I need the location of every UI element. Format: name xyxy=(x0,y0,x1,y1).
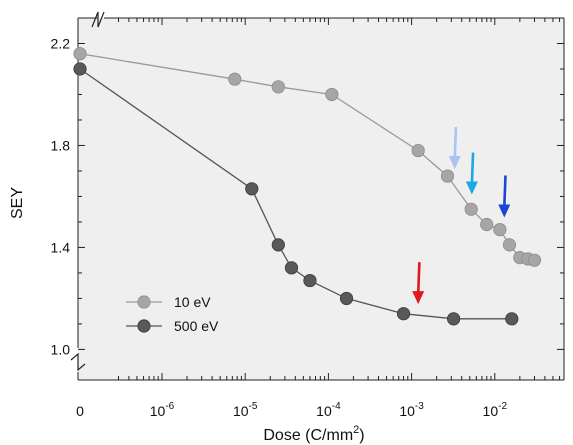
y-tick-label: 1.8 xyxy=(51,137,71,153)
x-ticks: 0 10-6 10-5 10-4 10-3 10-2 xyxy=(76,18,561,419)
x-tick-label: 0 xyxy=(76,403,84,419)
x-axis-title: Dose (C/mm2) xyxy=(263,424,364,444)
legend-marker xyxy=(137,319,151,333)
series-10ev-point xyxy=(271,80,285,94)
x-tick-label: 10-3 xyxy=(399,401,424,419)
x-axis-title-superscript: 2 xyxy=(353,424,359,436)
series-500ev-point xyxy=(505,312,519,326)
cyan-arrow-shaft xyxy=(470,152,475,185)
blue-arrow-shaft xyxy=(502,175,507,208)
blue-arrow xyxy=(498,175,511,218)
blue-arrow-head xyxy=(498,204,511,218)
red-arrow xyxy=(412,262,425,305)
legend-label: 10 eV xyxy=(174,294,211,310)
series-10ev-point xyxy=(527,253,542,267)
y-tick-label: 1.0 xyxy=(51,341,71,357)
y-ticks: 1.0 1.4 1.8 2.2 xyxy=(51,35,564,357)
x-tick-label: 10-6 xyxy=(150,401,175,419)
series-10ev-point xyxy=(325,87,339,102)
series-10ev-point xyxy=(73,47,87,61)
series-10ev-point xyxy=(228,72,242,86)
series-10ev-point xyxy=(502,238,517,252)
legend: 10 eV 500 eV xyxy=(126,294,219,334)
light-blue-arrow xyxy=(448,127,461,170)
series-500ev-point xyxy=(271,238,285,252)
x-tick-label: 10-5 xyxy=(233,401,258,419)
light-blue-arrow-head xyxy=(448,156,461,170)
light-blue-arrow-shaft xyxy=(453,127,458,160)
series-500ev-point xyxy=(447,312,461,326)
series-500ev-point xyxy=(284,261,299,275)
series-500ev-point xyxy=(396,307,411,321)
y-axis-title: SEY xyxy=(9,187,26,219)
annotation-arrows xyxy=(412,127,511,305)
series-10ev-point xyxy=(411,143,425,158)
legend-label: 500 eV xyxy=(174,318,219,334)
y-axis-break-mark-bottom xyxy=(70,352,86,372)
series-500ev-point xyxy=(339,291,354,306)
red-arrow-head xyxy=(412,291,425,305)
cyan-arrow xyxy=(465,152,478,195)
y-tick-label: 1.4 xyxy=(51,239,71,255)
series-points xyxy=(73,47,542,326)
cyan-arrow-head xyxy=(465,181,478,195)
series-10ev-point xyxy=(440,169,455,183)
red-arrow-shaft xyxy=(416,262,421,295)
x-tick-label: 10-4 xyxy=(316,401,341,419)
x-tick-label: 10-2 xyxy=(483,401,508,419)
legend-marker xyxy=(137,295,151,309)
series-500ev-point xyxy=(245,182,259,196)
series-10ev-point xyxy=(493,222,507,237)
plot-area xyxy=(78,18,564,380)
series-500ev-point xyxy=(303,273,317,288)
series-500ev-point xyxy=(73,62,87,76)
top-axis-break-mark xyxy=(91,11,105,28)
series-10ev-point xyxy=(480,217,494,232)
series-10ev-point xyxy=(464,202,478,216)
y-tick-label: 2.2 xyxy=(51,35,71,51)
